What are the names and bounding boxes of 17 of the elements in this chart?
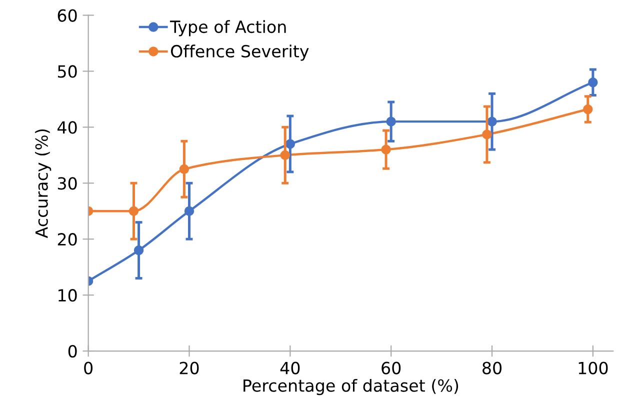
x-tick-label: 40 — [280, 362, 300, 374]
x-tick-label: 20 — [180, 362, 199, 374]
y-tick-label: 10 — [58, 289, 77, 302]
y-tick-label: 30 — [58, 177, 77, 190]
x-tick-label: 0 — [84, 362, 93, 374]
y-axis-title: Accuracy (%) — [35, 129, 52, 238]
x-axis-title: Percentage of dataset (%) — [244, 378, 458, 396]
legend-label: Type of Action — [170, 20, 286, 36]
legend-label: Offence Severity — [170, 44, 309, 61]
y-tick-label: 60 — [58, 9, 77, 22]
x-tick-label: 60 — [382, 362, 401, 374]
y-tick-label: 0 — [68, 344, 77, 358]
y-tick-label: 50 — [58, 65, 77, 78]
y-tick-label: 40 — [58, 121, 77, 134]
y-tick-label: 20 — [58, 233, 77, 246]
x-tick-label: 80 — [482, 362, 502, 374]
x-tick-label: 100 — [578, 362, 608, 374]
